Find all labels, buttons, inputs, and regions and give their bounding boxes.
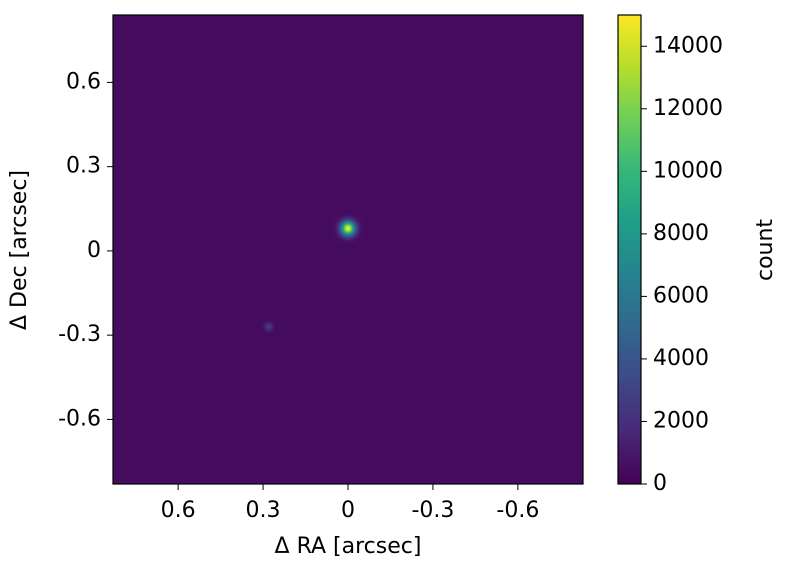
- colorbar-tick-label: 6000: [653, 283, 709, 308]
- colorbar-label: count: [753, 219, 778, 281]
- y-axis-label: Δ Dec [arcsec]: [7, 170, 32, 330]
- x-tick-label: -0.6: [496, 498, 539, 523]
- source: [328, 208, 368, 249]
- source-ring: [267, 325, 270, 328]
- colorbar-tick-label: 2000: [653, 408, 709, 433]
- x-tick-label: -0.3: [411, 498, 454, 523]
- colorbar-tick-label: 10000: [653, 158, 723, 183]
- x-tick-label: 0.3: [246, 498, 281, 523]
- y-tick-label: -0.3: [58, 322, 101, 347]
- colorbar-tick-label: 8000: [653, 221, 709, 246]
- source-ring: [347, 227, 349, 230]
- source: [256, 314, 281, 339]
- y-tick-label: 0.3: [66, 154, 101, 179]
- image-background: [113, 15, 583, 484]
- colorbar: [617, 14, 642, 485]
- colorbar-tick-label: 0: [653, 471, 667, 496]
- y-tick-label: 0.6: [66, 69, 101, 94]
- y-tick-label: -0.6: [58, 406, 101, 431]
- colorbar-tick-label: 4000: [653, 346, 709, 371]
- x-tick-label: 0: [341, 498, 355, 523]
- y-tick-label: 0: [87, 238, 101, 263]
- colorbar-tick-label: 14000: [653, 33, 723, 58]
- x-tick-label: 0.6: [161, 498, 196, 523]
- x-axis-label: Δ RA [arcsec]: [275, 534, 422, 559]
- colorbar-tick-label: 12000: [653, 96, 723, 121]
